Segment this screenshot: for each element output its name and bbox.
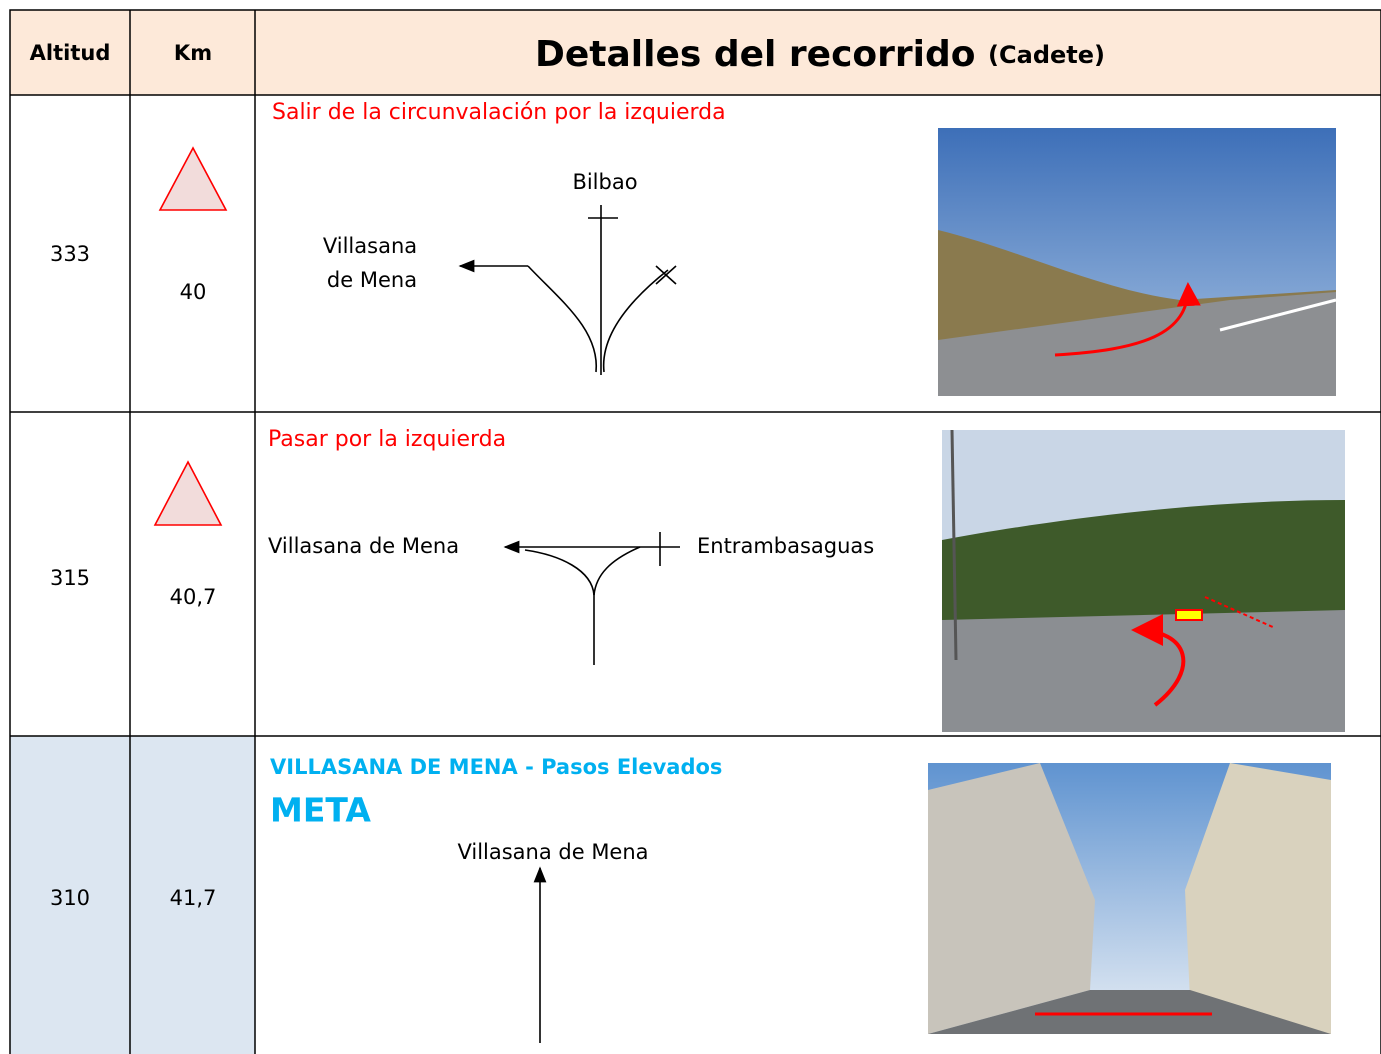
photo bbox=[928, 763, 1331, 1034]
warning-icon bbox=[158, 146, 228, 211]
route-diagram bbox=[503, 532, 680, 665]
altitude: 333 bbox=[50, 242, 90, 266]
direction-label: Villasana de Mena bbox=[457, 840, 648, 864]
altitude: 310 bbox=[50, 886, 90, 910]
photo bbox=[938, 128, 1337, 396]
headline: META bbox=[270, 791, 371, 830]
photo bbox=[942, 429, 1345, 732]
instruction: Pasar por la izquierda bbox=[268, 427, 506, 452]
header-title: Detalles del recorrido (Cadete) bbox=[535, 34, 1105, 75]
route-diagram bbox=[458, 205, 677, 375]
altitude: 315 bbox=[50, 566, 90, 590]
header-altitud: Altitud bbox=[30, 41, 111, 65]
km: 41,7 bbox=[170, 886, 217, 910]
km: 40,7 bbox=[170, 585, 217, 609]
direction-label: Entrambasaguas bbox=[697, 534, 874, 558]
header-km: Km bbox=[174, 41, 212, 65]
title: Detalles del recorrido bbox=[535, 34, 976, 75]
instruction: VILLASANA DE MENA - Pasos Elevados bbox=[270, 755, 722, 779]
warning-icon bbox=[153, 460, 223, 526]
subtitle: (Cadete) bbox=[988, 41, 1105, 69]
direction-label: de Mena bbox=[327, 268, 417, 292]
table-grid bbox=[9, 9, 1381, 1054]
row-bg bbox=[10, 736, 255, 1054]
direction-label: Villasana bbox=[323, 234, 417, 258]
direction-label: Villasana de Mena bbox=[268, 534, 459, 558]
km: 40 bbox=[180, 280, 207, 304]
instruction: Salir de la circunvalación por la izquie… bbox=[272, 100, 726, 125]
header-bg bbox=[10, 10, 1381, 95]
direction-label: Bilbao bbox=[572, 170, 637, 194]
